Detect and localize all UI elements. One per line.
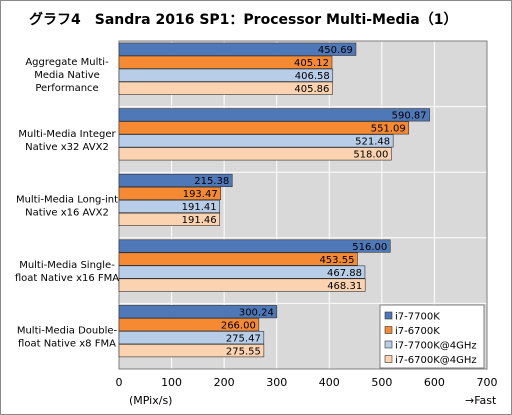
value-label: 266.00 <box>221 320 256 331</box>
category-label: Multi-Media Integer <box>18 129 116 140</box>
legend-label: i7-7700K <box>395 312 440 323</box>
value-label: 516.00 <box>352 242 387 253</box>
category-label: float Native x16 FMA <box>15 273 119 284</box>
x-tick-label: 500 <box>371 376 392 389</box>
bar <box>118 108 430 122</box>
bar <box>118 134 394 148</box>
value-label: 406.58 <box>295 71 330 82</box>
bar <box>118 252 358 266</box>
legend-label: i7-6700K <box>395 326 440 337</box>
chart-title: グラフ4 Sandra 2016 SP1：Processor Multi-Med… <box>29 11 457 28</box>
bar <box>118 186 222 200</box>
bar <box>118 147 392 161</box>
category-label: Multi-Media Long-int <box>16 195 118 206</box>
legend-box <box>379 304 485 369</box>
x-tick-label: 0 <box>116 376 123 389</box>
value-label: 191.46 <box>182 215 217 226</box>
bar <box>118 212 220 226</box>
x-tick-label: 300 <box>266 376 287 389</box>
category-label: Native x16 AVX2 <box>25 208 109 219</box>
bar <box>118 305 278 319</box>
x-tick-labels: 0 100 200 300 400 500 600 700 <box>116 376 498 389</box>
value-label: 300.24 <box>239 307 274 318</box>
value-label: 450.69 <box>318 45 353 56</box>
value-label: 518.00 <box>353 150 388 161</box>
x-tick-label: 100 <box>161 376 182 389</box>
x-tick-label: 200 <box>214 376 235 389</box>
bar <box>118 331 265 345</box>
x-axis-label: (MPix/s) <box>129 394 172 407</box>
value-label: 191.41 <box>182 202 217 213</box>
value-label: 275.47 <box>226 333 261 344</box>
bar <box>118 318 260 332</box>
value-label: 405.86 <box>294 84 329 95</box>
value-label: 453.55 <box>319 255 354 266</box>
x-tick-label: 700 <box>477 376 498 389</box>
value-label: 468.31 <box>327 281 362 292</box>
legend-swatch <box>384 311 393 320</box>
value-label: 215.38 <box>194 176 229 187</box>
bar <box>118 81 333 95</box>
category-label: Native x32 AVX2 <box>25 142 109 153</box>
legend-label: i7-7700K@4GHz <box>395 341 477 352</box>
bar <box>118 173 233 187</box>
value-label: 275.55 <box>226 346 261 357</box>
value-label: 193.47 <box>183 189 218 200</box>
bar <box>118 121 410 135</box>
category-label: Performance <box>35 83 98 94</box>
category-label: Multi-Media Single- <box>19 260 115 271</box>
bar <box>118 344 265 358</box>
bar <box>118 239 391 253</box>
value-label: 590.87 <box>392 111 427 122</box>
x-tick-label: 400 <box>319 376 340 389</box>
bar <box>118 42 357 56</box>
legend: i7-7700K i7-6700K i7-7700K@4GHz i7-6700K@4G… <box>379 304 485 369</box>
category-label: float Native x8 FMA <box>18 339 116 350</box>
category-label: Media Native <box>34 70 100 81</box>
legend-swatch <box>384 355 393 363</box>
bars: 450.69 405.12 406.58 405.86 590.87 551.09 521.… <box>118 42 430 358</box>
fast-label: →Fast <box>465 394 497 407</box>
bar <box>118 68 334 82</box>
bar <box>118 265 366 279</box>
bar <box>118 55 333 69</box>
legend-label: i7-6700K@4GHz <box>395 355 477 366</box>
legend-swatch <box>384 340 393 349</box>
category-label: Aggregate Multi- <box>25 57 109 68</box>
value-label: 521.48 <box>355 137 390 148</box>
value-label: 405.12 <box>294 58 329 69</box>
x-tick-label: 600 <box>424 376 445 389</box>
bar <box>118 199 220 213</box>
category-label: Multi-Media Double- <box>17 326 118 337</box>
bar <box>118 278 366 292</box>
category-labels: Aggregate Multi- Media Native Performance M… <box>15 57 119 350</box>
value-label: 551.09 <box>371 124 406 135</box>
legend-swatch <box>384 326 393 334</box>
value-label: 467.88 <box>327 268 362 279</box>
